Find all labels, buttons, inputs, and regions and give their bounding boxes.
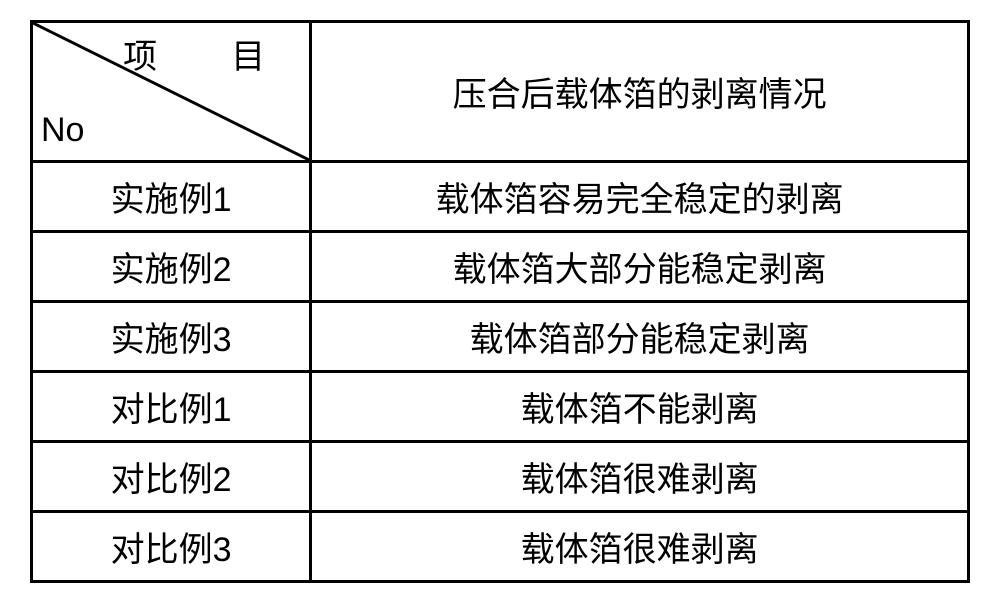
row-label-text: 实施例 <box>111 322 213 359</box>
row-label-num: 1 <box>213 391 232 429</box>
row-label-text: 对比例 <box>111 532 213 569</box>
row-label-num: 3 <box>213 531 232 569</box>
row-value-cell: 载体箔部分能稳定剥离 <box>311 302 969 372</box>
header-no-label: No <box>41 111 84 150</box>
row-label-num: 2 <box>213 461 232 499</box>
table-row: 对比例2 载体箔很难剥离 <box>32 442 969 512</box>
row-label-num: 2 <box>213 251 232 289</box>
row-label-cell: 实施例2 <box>32 232 311 302</box>
row-label-num: 3 <box>213 321 232 359</box>
table-row: 实施例3 载体箔部分能稳定剥离 <box>32 302 969 372</box>
row-value-cell: 载体箔大部分能稳定剥离 <box>311 232 969 302</box>
row-value-cell: 载体箔容易完全稳定的剥离 <box>311 162 969 232</box>
table-container: 项 目 No 压合后载体箔的剥离情况 实施例1 载体箔容易完全稳定的剥离 实施例… <box>0 0 1000 603</box>
table-row: 对比例1 载体箔不能剥离 <box>32 372 969 442</box>
row-label-cell: 对比例3 <box>32 512 311 582</box>
row-label-text: 实施例 <box>111 182 213 219</box>
row-label-cell: 实施例3 <box>32 302 311 372</box>
row-value-cell: 载体箔很难剥离 <box>311 442 969 512</box>
row-label-cell: 对比例1 <box>32 372 311 442</box>
row-label-num: 1 <box>213 181 232 219</box>
row-label-text: 对比例 <box>111 462 213 499</box>
row-label-cell: 实施例1 <box>32 162 311 232</box>
table-row: 实施例2 载体箔大部分能稳定剥离 <box>32 232 969 302</box>
header-row: 项 目 No 压合后载体箔的剥离情况 <box>32 22 969 162</box>
row-label-text: 对比例 <box>111 392 213 429</box>
row-value-cell: 载体箔很难剥离 <box>311 512 969 582</box>
header-result-label: 压合后载体箔的剥离情况 <box>311 22 969 162</box>
table-row: 对比例3 载体箔很难剥离 <box>32 512 969 582</box>
header-diagonal-cell: 项 目 No <box>32 22 311 162</box>
table-row: 实施例1 载体箔容易完全稳定的剥离 <box>32 162 969 232</box>
row-label-cell: 对比例2 <box>32 442 311 512</box>
header-project-label: 项 目 <box>123 29 285 78</box>
peel-results-table: 项 目 No 压合后载体箔的剥离情况 实施例1 载体箔容易完全稳定的剥离 实施例… <box>30 20 970 583</box>
row-label-text: 实施例 <box>111 252 213 289</box>
row-value-cell: 载体箔不能剥离 <box>311 372 969 442</box>
